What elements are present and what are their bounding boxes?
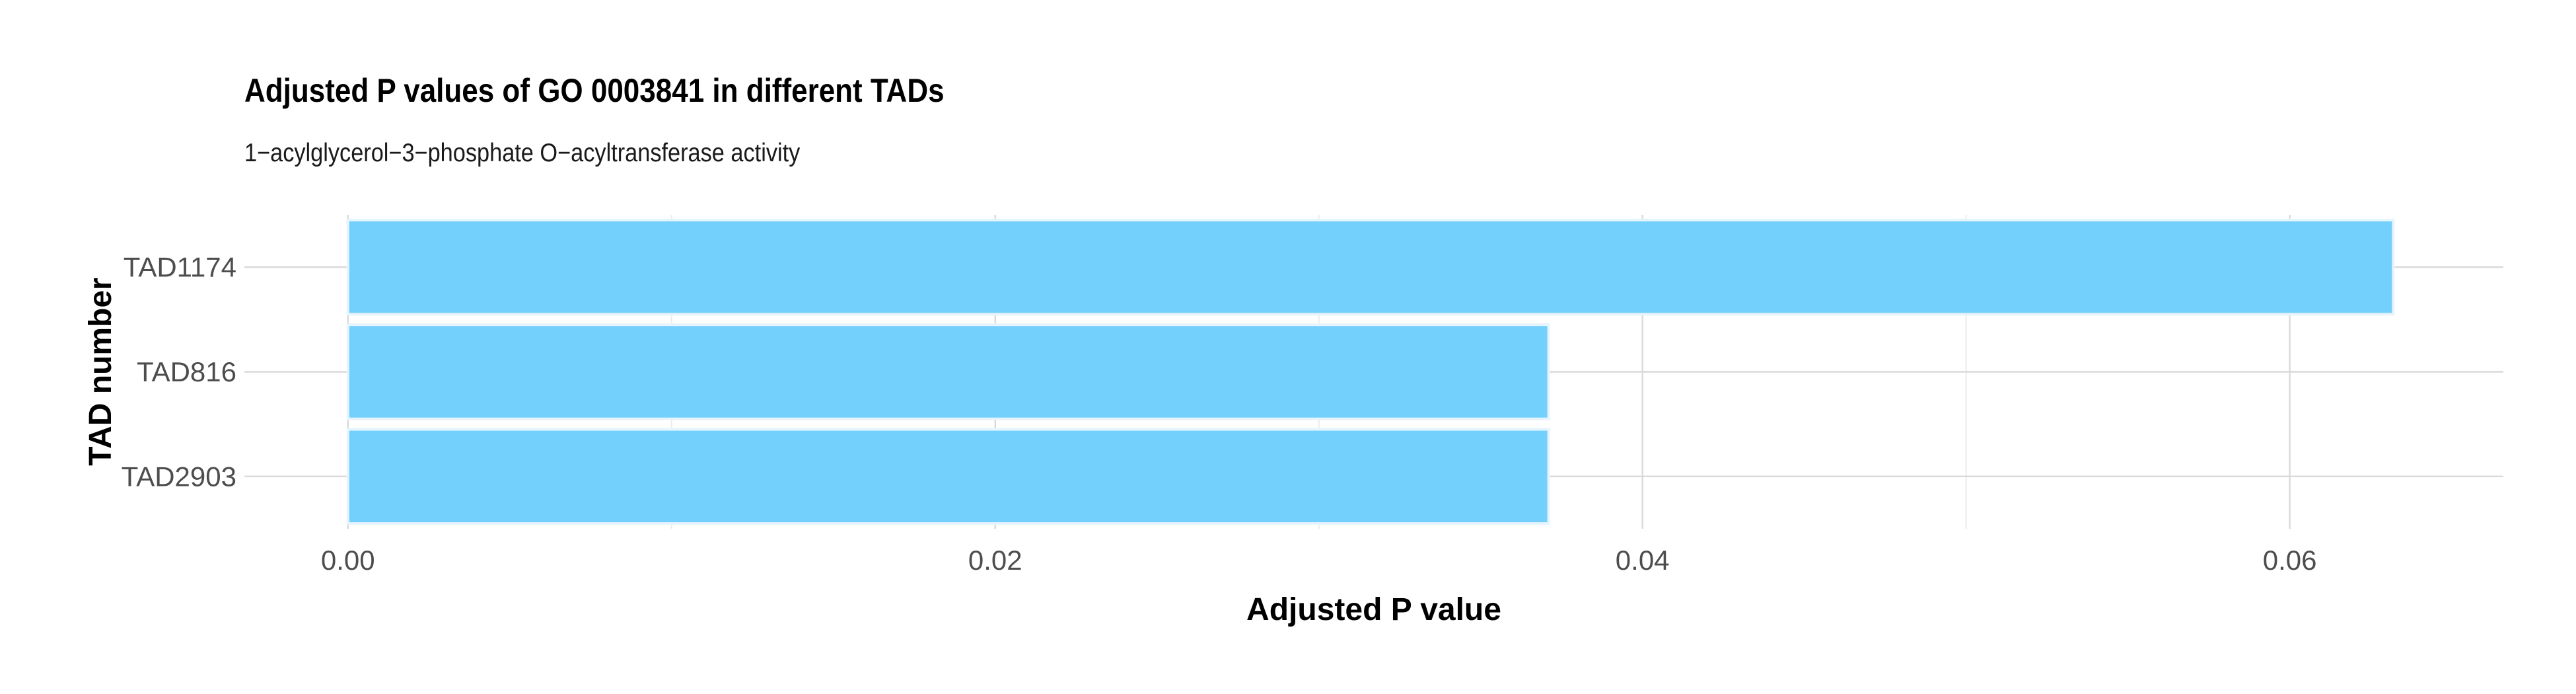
y-tick-label: TAD1174 — [124, 252, 236, 283]
chart-subtitle: 1−acylglycerol−3−phosphate O−acyltransfe… — [244, 139, 801, 167]
y-axis-title: TAD number — [83, 278, 118, 465]
x-axis-title: Adjusted P value — [1246, 592, 1501, 627]
y-tick-labels: TAD1174 TAD816 TAD2903 — [122, 252, 236, 492]
x-tick-labels: 0.00 0.02 0.04 0.06 — [321, 545, 2317, 576]
x-tick-label: 0.02 — [968, 545, 1022, 576]
bar — [346, 323, 1550, 420]
chart-title: Adjusted P values of GO 0003841 in diffe… — [244, 72, 945, 109]
x-tick-label: 0.04 — [1616, 545, 1670, 576]
bar — [346, 218, 2395, 316]
y-tick-label: TAD2903 — [122, 461, 236, 492]
bars — [346, 218, 2395, 525]
x-tick-label: 0.00 — [321, 545, 375, 576]
bar — [346, 428, 1550, 525]
y-tick-label: TAD816 — [137, 356, 236, 387]
x-tick-label: 0.06 — [2263, 545, 2317, 576]
